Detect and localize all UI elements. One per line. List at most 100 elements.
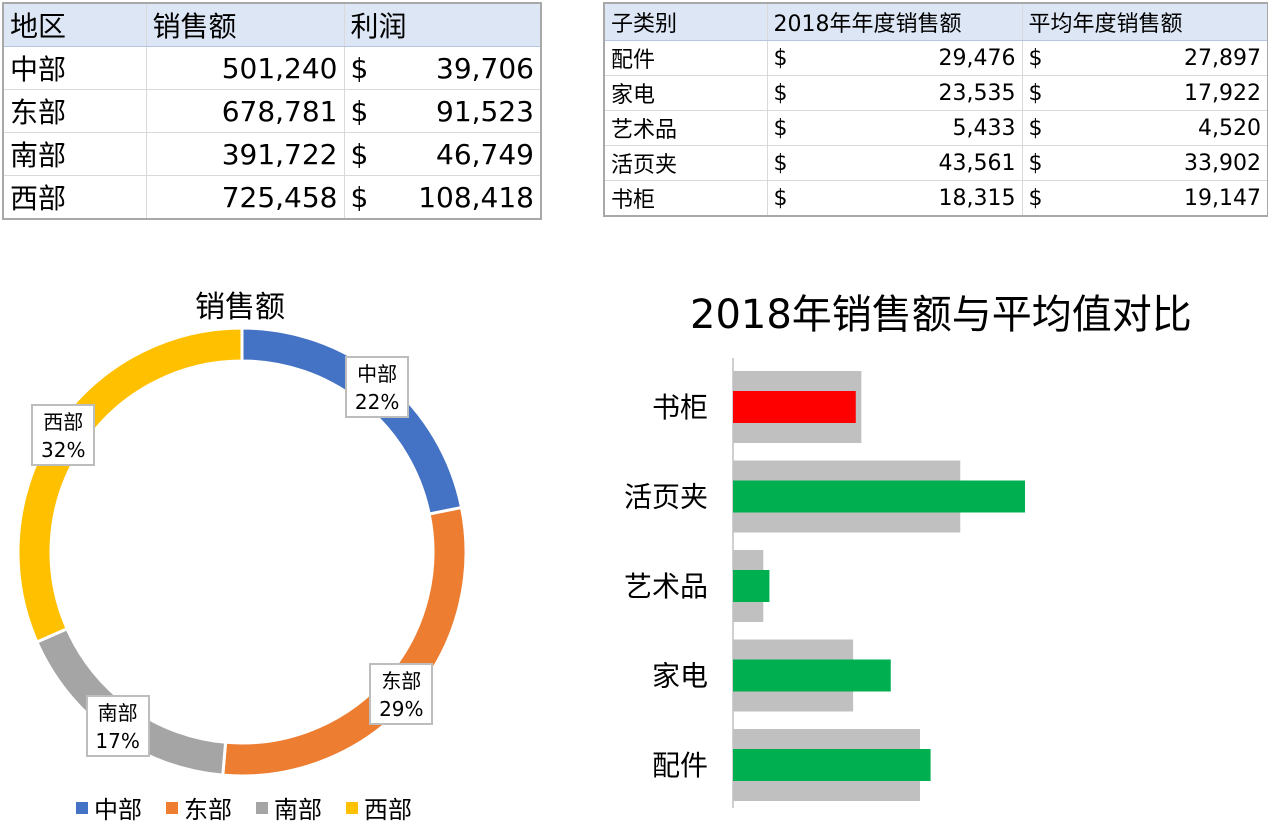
sales-2018-value: 29,476: [938, 45, 1016, 71]
currency-symbol: $: [773, 45, 788, 71]
data-label-category: 西部: [43, 410, 84, 435]
header-avg-sales[interactable]: 平均年度销售额: [1021, 3, 1268, 41]
table-header-row: 子类别 2018年年度销售额 平均年度销售额: [604, 3, 1268, 41]
sales-cell[interactable]: 501,240: [145, 46, 344, 90]
avg-sales-value: 4,520: [1198, 115, 1261, 141]
avg-sales-cell[interactable]: $4,520: [1021, 110, 1268, 146]
sales-2018-value: 5,433: [952, 115, 1016, 141]
subcategory-cell[interactable]: 书柜: [604, 180, 767, 216]
profit-value: 39,706: [436, 51, 534, 85]
table-row: 配件 $29,476 $27,897: [604, 40, 1268, 76]
data-label-category: 南部: [97, 700, 138, 725]
subcategory-cell[interactable]: 活页夹: [604, 145, 767, 181]
currency-symbol: $: [350, 180, 369, 214]
sales-2018-value: 43,561: [938, 150, 1016, 176]
data-label-percent: 32%: [41, 438, 86, 463]
currency-symbol: $: [350, 137, 369, 171]
avg-sales-cell[interactable]: $33,902: [1021, 145, 1268, 181]
table-row: 南部 391,722 $46,749: [3, 132, 541, 176]
currency-symbol: $: [1028, 45, 1043, 71]
donut-slice-2[interactable]: [221, 505, 468, 778]
subcategory-cell[interactable]: 艺术品: [604, 110, 767, 146]
currency-symbol: $: [1028, 185, 1043, 211]
legend-item[interactable]: 中部: [76, 790, 142, 825]
table-row: 西部 725,458 $108,418: [3, 175, 541, 219]
sales-cell[interactable]: 678,781: [145, 89, 344, 133]
category-tick-label: 活页夹: [624, 481, 708, 514]
sales-2018-bar[interactable]: [733, 749, 931, 781]
avg-sales-value: 33,902: [1184, 150, 1261, 176]
legend-item[interactable]: 西部: [346, 790, 412, 825]
sales-cell[interactable]: 725,458: [145, 175, 344, 219]
avg-sales-cell[interactable]: $19,147: [1021, 180, 1268, 216]
region-cell[interactable]: 南部: [3, 132, 146, 176]
profit-cell[interactable]: $108,418: [343, 175, 541, 219]
subcategory-cell[interactable]: 家电: [604, 75, 767, 111]
sales-2018-cell[interactable]: $43,561: [766, 145, 1022, 181]
avg-sales-cell[interactable]: $27,897: [1021, 40, 1268, 76]
legend-swatch: [256, 801, 268, 814]
header-subcategory[interactable]: 子类别: [604, 3, 767, 41]
data-label-percent: 17%: [95, 728, 140, 753]
data-label-category: 东部: [381, 669, 422, 694]
profit-cell[interactable]: $91,523: [343, 89, 541, 133]
donut-data-label: 东部 29%: [369, 663, 434, 726]
profit-cell[interactable]: $39,706: [343, 46, 541, 90]
header-profit[interactable]: 利润: [343, 3, 541, 47]
profit-value: 108,418: [418, 180, 534, 214]
legend-label: 南部: [274, 796, 322, 824]
legend-item[interactable]: 南部: [256, 790, 322, 825]
category-tick-label: 配件: [652, 749, 708, 782]
sales-2018-bar[interactable]: [733, 480, 1025, 513]
header-sales-2018[interactable]: 2018年年度销售额: [766, 3, 1022, 41]
avg-sales-value: 19,147: [1184, 185, 1261, 211]
currency-symbol: $: [773, 115, 788, 141]
currency-symbol: $: [773, 185, 788, 211]
legend-swatch: [166, 801, 178, 814]
header-region[interactable]: 地区: [3, 3, 146, 47]
donut-slice-4[interactable]: [16, 326, 244, 644]
sales-2018-cell[interactable]: $18,315: [766, 180, 1022, 216]
sales-2018-cell[interactable]: $23,535: [766, 75, 1022, 111]
legend-swatch: [346, 801, 358, 814]
avg-sales-value: 17,922: [1184, 80, 1261, 106]
header-sales[interactable]: 销售额: [145, 3, 344, 47]
currency-symbol: $: [1028, 80, 1043, 106]
currency-symbol: $: [350, 51, 369, 85]
donut-chart-title: 销售额: [195, 290, 285, 325]
bar-chart-title: 2018年销售额与平均值对比: [690, 292, 1192, 338]
sales-2018-bar[interactable]: [733, 659, 891, 692]
category-tick-label: 家电: [652, 660, 708, 693]
donut-data-label: 南部 17%: [85, 694, 150, 757]
sales-cell[interactable]: 391,722: [145, 132, 344, 176]
currency-symbol: $: [1028, 150, 1043, 176]
region-cell[interactable]: 西部: [3, 175, 146, 219]
sales-2018-cell[interactable]: $5,433: [766, 110, 1022, 146]
subcategory-cell[interactable]: 配件: [604, 40, 767, 76]
currency-symbol: $: [773, 80, 788, 106]
currency-symbol: $: [773, 150, 788, 176]
legend-item[interactable]: 东部: [166, 790, 232, 825]
avg-sales-cell[interactable]: $17,922: [1021, 75, 1268, 111]
profit-value: 46,749: [436, 137, 534, 171]
table-row: 活页夹 $43,561 $33,902: [604, 145, 1268, 181]
table-row: 艺术品 $5,433 $4,520: [604, 110, 1268, 146]
data-label-percent: 29%: [379, 697, 424, 722]
sales-2018-cell[interactable]: $29,476: [766, 40, 1022, 76]
profit-cell[interactable]: $46,749: [343, 132, 541, 176]
region-cell[interactable]: 东部: [3, 89, 146, 133]
table-row: 东部 678,781 $91,523: [3, 89, 541, 133]
data-label-percent: 22%: [354, 389, 400, 414]
region-sales-table: 地区 销售额 利润 中部 501,240 $39,706 东部 678,781 …: [2, 2, 542, 220]
table-row: 书柜 $18,315 $19,147: [604, 180, 1268, 216]
category-tick-label: 艺术品: [624, 570, 708, 603]
data-label-category: 中部: [357, 361, 398, 386]
sales-2018-value: 23,535: [938, 80, 1016, 106]
table-row: 家电 $23,535 $17,922: [604, 75, 1268, 111]
legend-label: 西部: [364, 796, 412, 824]
sales-2018-bar[interactable]: [733, 570, 770, 602]
legend-label: 东部: [184, 796, 232, 824]
sales-2018-bar[interactable]: [733, 391, 856, 423]
region-cell[interactable]: 中部: [3, 46, 146, 90]
